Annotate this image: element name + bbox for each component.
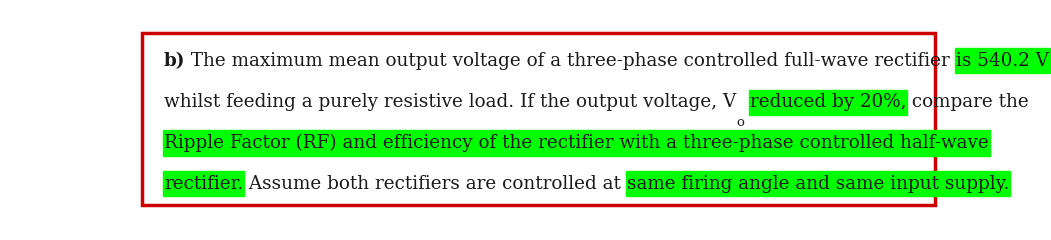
- Bar: [163, 171, 244, 196]
- Text: whilst feeding a purely resistive load. If the output voltage, V: whilst feeding a purely resistive load. …: [164, 93, 736, 111]
- Text: rectifier.: rectifier.: [164, 175, 243, 193]
- Bar: [955, 48, 1050, 73]
- Text: is 540.2 V: is 540.2 V: [956, 52, 1049, 70]
- Text: same firing angle and same input supply.: same firing angle and same input supply.: [627, 175, 1009, 193]
- Text: compare the: compare the: [906, 93, 1029, 111]
- Text: Ripple Factor (RF) and efficiency of the rectifier with a three-phase controlled: Ripple Factor (RF) and efficiency of the…: [164, 134, 989, 152]
- Text: b): b): [164, 52, 185, 70]
- Bar: [749, 90, 907, 115]
- Bar: [626, 171, 1010, 196]
- Text: o: o: [736, 116, 744, 129]
- Bar: [163, 130, 990, 156]
- Text: The maximum mean output voltage of a three-phase controlled full-wave rectifier: The maximum mean output voltage of a thr…: [185, 52, 956, 70]
- Text: reduced by 20%,: reduced by 20%,: [750, 93, 906, 111]
- Text: Assume both rectifiers are controlled at: Assume both rectifiers are controlled at: [243, 175, 627, 193]
